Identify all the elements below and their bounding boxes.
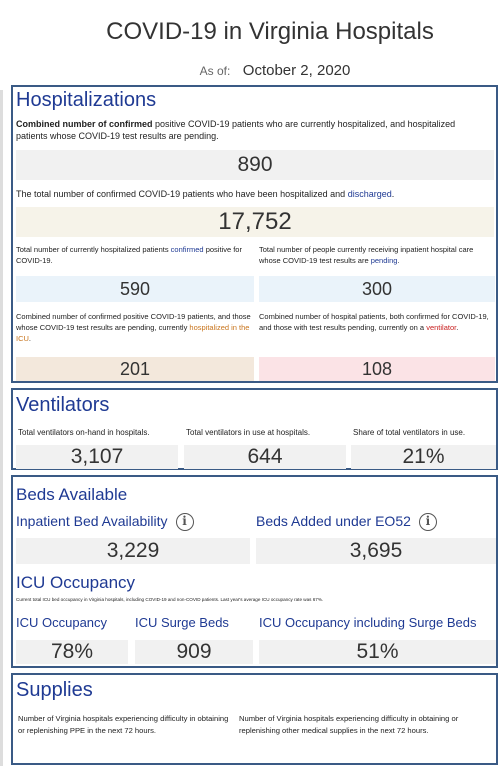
icu-occupancy-value: 78% bbox=[16, 640, 128, 664]
combined-desc-bold: Combined number of confirmed bbox=[16, 119, 153, 129]
ppe-description: Number of Virginia hospitals experiencin… bbox=[18, 714, 229, 735]
icu-occupancy-surge-label: ICU Occupancy including Surge Beds bbox=[259, 615, 477, 630]
hospitalizations-title: Hospitalizations bbox=[16, 89, 157, 111]
beds-added-label-text: Beds Added under EO52 bbox=[256, 513, 411, 529]
inuse-value: 644 bbox=[184, 445, 346, 469]
info-icon[interactable]: i bbox=[418, 513, 437, 532]
pending-link[interactable]: pending bbox=[370, 256, 398, 265]
ventilators-panel: Ventilators Total ventilators on-hand in… bbox=[11, 388, 498, 470]
inpatient-bed-label-text: Inpatient Bed Availability bbox=[16, 513, 168, 529]
icu-occupancy-label: ICU Occupancy bbox=[16, 615, 108, 630]
discharged-link[interactable]: discharged bbox=[347, 189, 392, 199]
onhand-value: 3,107 bbox=[16, 445, 178, 469]
ventilators-title: Ventilators bbox=[16, 394, 110, 416]
left-scroll-edge bbox=[0, 90, 3, 766]
page-title: COVID-19 in Virginia Hospitals bbox=[106, 18, 434, 45]
supplies-title: Supplies bbox=[16, 679, 93, 701]
confirmed-desc-b: positive for COVID-19. bbox=[16, 245, 242, 265]
pending-value: 300 bbox=[259, 276, 495, 302]
pending-description: Total number of people currently receivi… bbox=[259, 244, 493, 266]
share-label: Share of total ventilators in use. bbox=[353, 428, 466, 437]
info-icon[interactable]: i bbox=[175, 513, 194, 532]
confirmed-description: Total number of currently hospitalized p… bbox=[16, 244, 246, 266]
share-value: 21% bbox=[351, 445, 496, 469]
icu-occupancy-title: ICU Occupancy bbox=[16, 573, 136, 592]
ventilator-description: Combined number of hospital patients, bo… bbox=[259, 311, 495, 333]
as-of-date: October 2, 2020 bbox=[242, 62, 351, 79]
icu-note: Current total ICU bed occupancy in Virgi… bbox=[16, 597, 324, 602]
confirmed-desc-a: Total number of currently hospitalized p… bbox=[16, 245, 171, 254]
confirmed-value: 590 bbox=[16, 276, 254, 302]
inpatient-bed-value: 3,229 bbox=[16, 538, 250, 564]
icu-surge-beds-label: ICU Surge Beds bbox=[135, 615, 229, 630]
page-header: COVID-19 in Virginia Hospitals As of: Oc… bbox=[0, 0, 500, 84]
onhand-label: Total ventilators on-hand in hospitals. bbox=[18, 428, 150, 437]
icu-description: Combined number of confirmed positive CO… bbox=[16, 311, 254, 344]
vent-desc-a: Combined number of hospital patients, bo… bbox=[259, 312, 489, 332]
beds-added-label: Beds Added under EO52 i bbox=[256, 513, 437, 532]
pending-desc-b: . bbox=[397, 256, 400, 265]
ventilator-value: 108 bbox=[259, 357, 495, 381]
total-description: The total number of confirmed COVID-19 p… bbox=[16, 188, 494, 200]
pending-desc-a: Total number of people currently receivi… bbox=[259, 245, 474, 265]
combined-desc-rest: positive COVID-19 patients who are curre… bbox=[16, 119, 456, 141]
icu-desc-a: Combined number of confirmed positive CO… bbox=[16, 312, 251, 332]
inuse-label: Total ventilators in use at hospitals. bbox=[186, 428, 311, 437]
combined-value: 890 bbox=[16, 150, 494, 180]
total-desc-text: The total number of confirmed COVID-19 p… bbox=[16, 189, 348, 199]
icu-desc-b: . bbox=[28, 334, 32, 343]
icu-occupancy-surge-value: 51% bbox=[259, 640, 496, 664]
icu-link[interactable]: hospitalized in the ICU bbox=[16, 323, 250, 343]
ventilator-link[interactable]: ventilator bbox=[426, 323, 457, 332]
icu-value: 201 bbox=[16, 357, 254, 381]
as-of-line: As of: October 2, 2020 bbox=[0, 62, 500, 80]
hospitalizations-panel: Hospitalizations Combined number of conf… bbox=[11, 85, 498, 383]
beds-panel: Beds Available Inpatient Bed Availabilit… bbox=[11, 475, 498, 668]
as-of-label: As of: bbox=[199, 64, 231, 78]
icu-surge-beds-value: 909 bbox=[135, 640, 253, 664]
beds-added-value: 3,695 bbox=[256, 538, 496, 564]
beds-available-title: Beds Available bbox=[16, 485, 128, 504]
inpatient-bed-label: Inpatient Bed Availability i bbox=[16, 513, 194, 532]
combined-description: Combined number of confirmed positive CO… bbox=[16, 118, 486, 142]
other-supplies-description: Number of Virginia hospitals experiencin… bbox=[239, 714, 459, 735]
vent-desc-b: . bbox=[456, 323, 459, 332]
total-desc-end: . bbox=[391, 189, 395, 199]
confirmed-link[interactable]: confirmed bbox=[170, 245, 204, 254]
supplies-panel: Supplies Number of Virginia hospitals ex… bbox=[11, 673, 498, 765]
total-value: 17,752 bbox=[16, 207, 494, 237]
